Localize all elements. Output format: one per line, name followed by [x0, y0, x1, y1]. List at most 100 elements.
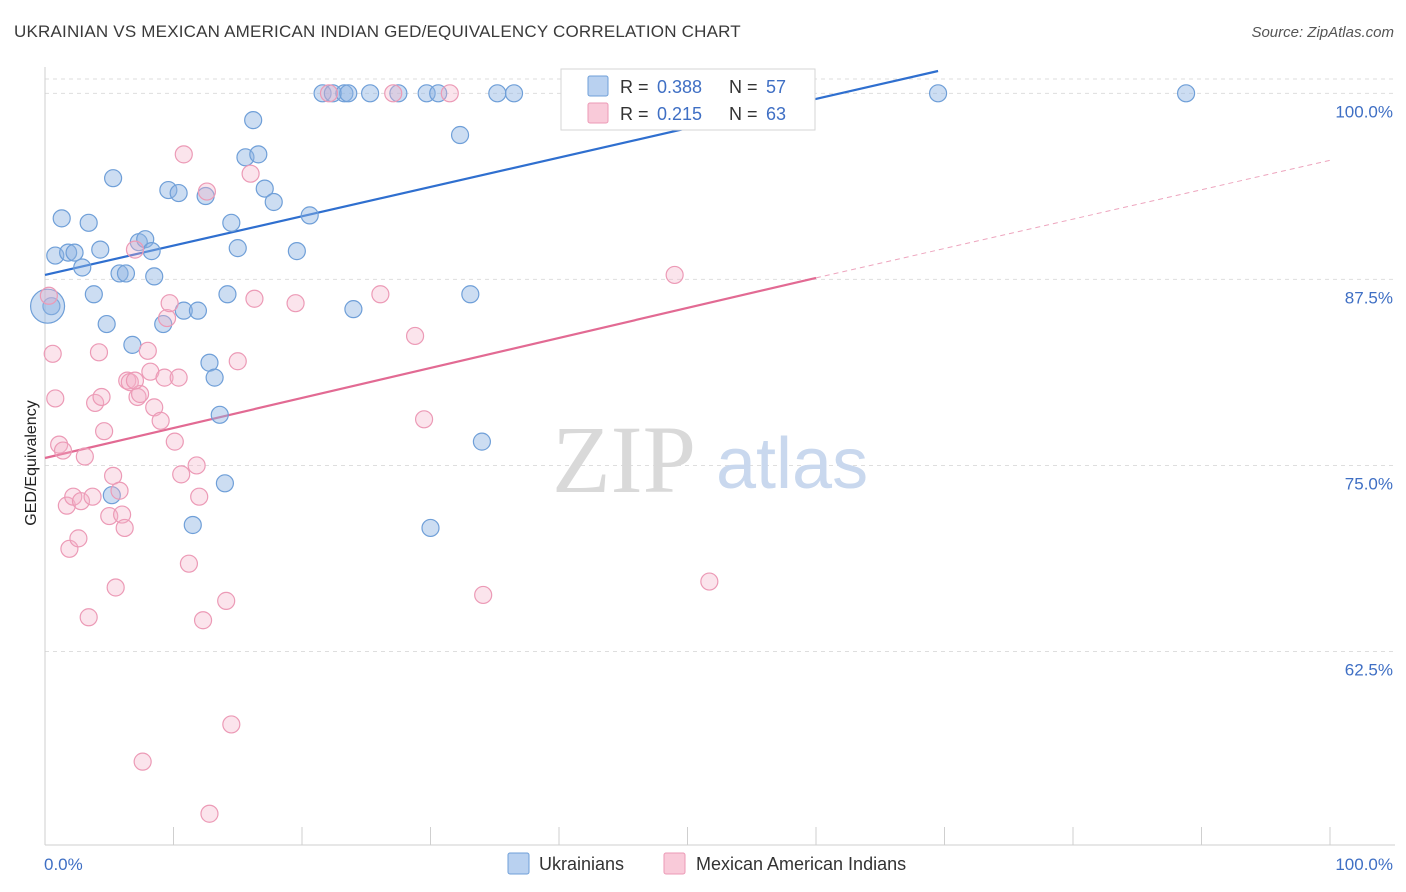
point-mexican-american-indians — [110, 481, 129, 500]
point-ukrainians-large — [29, 288, 66, 324]
point-ukrainians — [472, 432, 491, 451]
point-ukrainians — [264, 192, 283, 212]
point-mexican-american-indians — [245, 289, 264, 308]
point-mexican-american-indians — [75, 447, 94, 466]
point-ukrainians — [123, 335, 142, 354]
x-tick-label-max: 100.0% — [1335, 855, 1393, 874]
y-tick-label: 75.0% — [1345, 474, 1393, 493]
point-mexican-american-indians — [69, 529, 88, 548]
point-mexican-american-indians — [39, 286, 58, 305]
point-mexican-american-indians — [217, 591, 236, 610]
point-ukrainians — [300, 206, 319, 225]
point-ukrainians — [91, 240, 110, 259]
legend-n-label-1: N = — [729, 77, 758, 97]
data-points — [29, 84, 1196, 823]
point-mexican-american-indians — [92, 387, 111, 407]
point-ukrainians — [287, 242, 306, 261]
point-mexican-american-indians — [405, 326, 425, 346]
point-mexican-american-indians — [151, 411, 170, 430]
point-mexican-american-indians — [222, 715, 241, 734]
point-mexican-american-indians — [384, 84, 403, 103]
point-mexican-american-indians — [197, 182, 217, 201]
legend-n-value-2: 63 — [766, 104, 786, 124]
point-ukrainians — [504, 84, 524, 103]
trendline-extension-mexican-american-indians — [815, 159, 1331, 279]
point-mexican-american-indians — [700, 572, 719, 591]
point-ukrainians — [159, 180, 178, 200]
point-ukrainians — [450, 125, 470, 145]
legend-n-value-1: 57 — [766, 77, 786, 97]
x-tick-label-min: 0.0% — [44, 855, 83, 874]
point-ukrainians — [421, 518, 440, 538]
point-mexican-american-indians — [414, 410, 434, 429]
point-mexican-american-indians — [106, 578, 125, 597]
point-ukrainians — [249, 145, 268, 164]
bottom-legend-label-ukrainians: Ukrainians — [539, 854, 624, 874]
chart-title: UKRAINIAN VS MEXICAN AMERICAN INDIAN GED… — [14, 22, 741, 41]
point-mexican-american-indians — [138, 341, 157, 360]
legend-swatch-mexican-american-indians — [587, 102, 609, 124]
point-mexican-american-indians — [155, 368, 174, 387]
point-ukrainians — [228, 239, 247, 258]
y-tick-label: 87.5% — [1345, 288, 1393, 307]
point-ukrainians — [389, 84, 408, 103]
point-mexican-american-indians — [174, 145, 193, 164]
point-mexican-american-indians — [187, 456, 206, 475]
point-mexican-american-indians — [371, 285, 390, 304]
point-mexican-american-indians — [165, 432, 184, 451]
chart-source: Source: ZipAtlas.com — [1251, 24, 1394, 41]
point-mexican-american-indians — [157, 308, 177, 328]
point-ukrainians — [313, 84, 332, 103]
point-mexican-american-indians — [89, 343, 109, 362]
point-ukrainians — [73, 258, 92, 277]
point-ukrainians — [210, 405, 229, 424]
point-mexican-american-indians — [665, 265, 684, 285]
point-mexican-american-indians — [53, 441, 73, 460]
point-ukrainians — [222, 213, 241, 232]
legend-n-label-2: N = — [729, 104, 758, 124]
point-mexican-american-indians — [440, 84, 459, 103]
point-ukrainians — [255, 179, 274, 198]
point-ukrainians — [84, 285, 103, 304]
point-mexican-american-indians — [193, 611, 213, 630]
point-mexican-american-indians — [200, 804, 219, 823]
point-mexican-american-indians — [160, 294, 179, 313]
bottom-legend-label-mexican-american-indians: Mexican American Indians — [696, 854, 906, 874]
point-mexican-american-indians — [172, 465, 191, 484]
point-mexican-american-indians — [43, 344, 62, 363]
point-mexican-american-indians — [60, 539, 79, 558]
point-mexican-american-indians — [179, 554, 199, 573]
point-mexican-american-indians — [71, 492, 91, 511]
point-ukrainians — [335, 84, 354, 103]
point-mexican-american-indians — [228, 352, 247, 371]
stats-legend: R = 0.388 N = 57 R = 0.215 N = 63 — [560, 68, 816, 131]
point-ukrainians — [1176, 84, 1196, 103]
point-ukrainians — [174, 301, 193, 320]
point-mexican-american-indians — [125, 371, 145, 390]
point-mexican-american-indians — [190, 487, 209, 506]
point-mexican-american-indians — [112, 505, 132, 524]
point-ukrainians — [344, 300, 363, 319]
point-ukrainians — [104, 169, 123, 188]
point-ukrainians — [169, 183, 188, 203]
watermark-atlas: atlas — [716, 424, 868, 504]
legend-swatch-ukrainians — [587, 75, 609, 97]
point-ukrainians — [215, 474, 234, 493]
point-ukrainians — [488, 84, 507, 103]
point-ukrainians — [79, 213, 98, 232]
point-mexican-american-indians — [130, 384, 150, 404]
point-ukrainians — [52, 209, 71, 228]
legend-r-value-1: 0.388 — [657, 77, 702, 97]
point-mexican-american-indians — [83, 487, 102, 506]
legend-r-label-1: R = — [620, 77, 649, 97]
bottom-legend-swatch-ukrainians — [507, 852, 530, 875]
point-mexican-american-indians — [169, 368, 188, 387]
point-ukrainians — [205, 368, 224, 387]
point-ukrainians — [59, 243, 78, 262]
point-mexican-american-indians — [79, 608, 98, 627]
point-ukrainians — [42, 297, 61, 316]
bottom-legend-swatch-mexican-american-indians — [663, 852, 686, 875]
point-ukrainians — [110, 264, 129, 283]
y-axis-title: GED/Equivalency — [23, 400, 40, 525]
